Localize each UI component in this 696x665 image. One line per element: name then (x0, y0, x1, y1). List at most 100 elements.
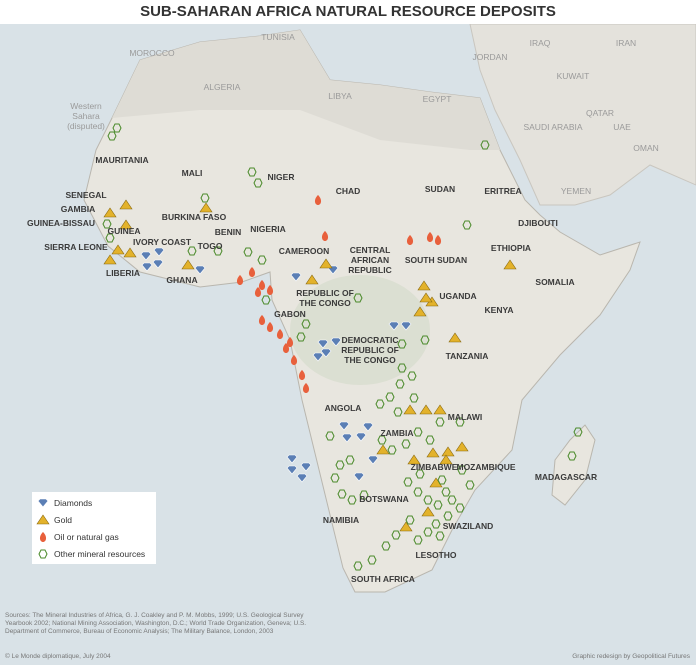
mineral-icon (377, 435, 387, 445)
diamond-icon (353, 472, 365, 482)
diamond-icon (355, 432, 367, 442)
map-title: SUB-SAHARAN AFRICA NATURAL RESOURCE DEPO… (0, 0, 696, 24)
oil-icon (286, 337, 294, 347)
oil-icon (39, 532, 47, 542)
diamond-icon (286, 454, 298, 464)
arabia-land (469, 23, 696, 206)
mineral-icon (337, 489, 347, 499)
diamond-icon (290, 272, 302, 282)
mineral-icon (261, 295, 271, 305)
country-label: BENIN (214, 227, 242, 237)
legend: Diamonds Gold Oil or natural gas Other mine… (32, 492, 156, 564)
mineral-icon (381, 541, 391, 551)
gold-icon (199, 202, 213, 213)
gold-icon (433, 404, 447, 415)
mineral-icon (441, 487, 451, 497)
mineral-icon (393, 407, 403, 417)
gold-icon (403, 404, 417, 415)
diamond-icon (286, 465, 298, 475)
country-label: GHANA (166, 275, 198, 285)
country-label: LIBERIA (106, 268, 140, 278)
country-label: SUDAN (424, 184, 456, 194)
mineral-icon (397, 339, 407, 349)
country-label: DEMOCRATIC REPUBLIC OF THE CONGO (341, 335, 399, 365)
country-label: SIERRA LEONE (44, 242, 108, 252)
oil-icon (290, 355, 298, 365)
mineral-icon (413, 535, 423, 545)
mineral-icon (433, 500, 443, 510)
mineral-icon (367, 555, 377, 565)
mineral-icon (397, 363, 407, 373)
gold-icon (305, 274, 319, 285)
mineral-icon (455, 417, 465, 427)
mineral-icon (301, 319, 311, 329)
country-label: TOGO (197, 241, 223, 251)
country-label: ANGOLA (324, 403, 362, 413)
gold-icon (439, 454, 453, 465)
country-label: GUINEA (107, 226, 141, 236)
country-label: KUWAIT (556, 71, 590, 81)
mineral-icon (465, 480, 475, 490)
oil-icon (426, 232, 434, 242)
mineral-icon (353, 561, 363, 571)
mineral-icon (385, 392, 395, 402)
diamond-icon (362, 422, 374, 432)
diamond-icon (367, 455, 379, 465)
gold-icon (103, 254, 117, 265)
country-label: YEMEN (560, 186, 592, 196)
country-label: ALGERIA (203, 82, 241, 92)
mineral-icon (420, 335, 430, 345)
gold-icon (448, 332, 462, 343)
country-label: ERITREA (484, 186, 522, 196)
mineral-icon (425, 435, 435, 445)
mineral-icon (296, 332, 306, 342)
diamond-icon (400, 321, 412, 331)
mineral-icon (407, 371, 417, 381)
country-label: MOROCCO (129, 48, 175, 58)
oil-icon (406, 235, 414, 245)
country-label: TUNISIA (261, 32, 295, 42)
gold-icon (407, 454, 421, 465)
diamond-icon (141, 262, 153, 272)
country-label: ZAMBIA (380, 428, 414, 438)
oil-icon (266, 322, 274, 332)
mineral-icon (462, 220, 472, 230)
country-label: NAMIBIA (322, 515, 360, 525)
country-label: NIGERIA (250, 224, 286, 234)
oil-icon (314, 195, 322, 205)
gold-icon (426, 447, 440, 458)
oil-icon (434, 235, 442, 245)
country-label: MALAWI (447, 412, 483, 422)
gold-icon (36, 514, 50, 525)
mineral-icon (435, 531, 445, 541)
diamond-icon (330, 337, 342, 347)
gold-icon (419, 292, 433, 303)
mineral-icon (391, 530, 401, 540)
mineral-icon (409, 393, 419, 403)
gold-icon (455, 441, 469, 452)
mineral-icon (345, 455, 355, 465)
country-label: ZIMBABWE (410, 462, 458, 472)
congo-basin (290, 275, 430, 385)
mineral-icon (415, 469, 425, 479)
mineral-icon (567, 451, 577, 461)
oil-icon (254, 287, 262, 297)
country-label: CENTRAL AFRICAN REPUBLIC (348, 245, 392, 275)
gold-icon (419, 404, 433, 415)
mineral-icon (353, 293, 363, 303)
gold-icon (319, 258, 333, 269)
copyright: © Le Monde diplomatique, July 2004 (5, 653, 111, 660)
diamond-icon (338, 421, 350, 431)
country-label: REPUBLIC OF THE CONGO (296, 288, 354, 308)
gold-icon (441, 446, 455, 457)
country-label: LIBYA (328, 91, 352, 101)
gold-icon (103, 207, 117, 218)
gold-icon (123, 247, 137, 258)
country-label: GAMBIA (60, 204, 96, 214)
diamond-icon (194, 265, 206, 275)
mineral-icon (443, 511, 453, 521)
country-label: IRAQ (529, 38, 551, 48)
mineral-icon (405, 515, 415, 525)
mineral-icon (107, 131, 117, 141)
